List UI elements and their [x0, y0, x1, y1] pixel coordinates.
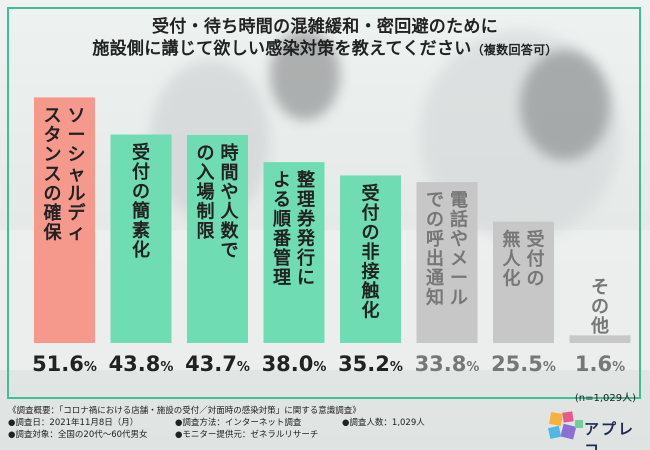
bar [34, 97, 95, 343]
value-label: 38.0% [262, 352, 327, 376]
footer-provider: ●モニター提供元：ゼネラルリサーチ [175, 430, 319, 440]
category-label: 受付の非接触化 [362, 182, 380, 321]
category-label: よる順番管理 [272, 170, 292, 289]
category-label: 時間や人数で [221, 143, 240, 262]
value-label: 43.7% [185, 352, 250, 376]
value-label: 51.6% [32, 352, 97, 376]
bar [263, 162, 325, 343]
footer-method: ●調査方法：インターネット調査 [175, 418, 302, 428]
footer-date: ●調査日：2021年11月8日（月） [8, 418, 139, 428]
category-label: 受付の簡素化 [132, 142, 150, 262]
chart-title-line2: 施設側に講じて欲しい感染対策を教えてください（複数回答可） [0, 34, 650, 59]
category-label: 電話やメール [450, 190, 468, 309]
footer-count: ●調査人数：1,029人 [342, 418, 425, 428]
value-label: 25.5% [491, 352, 556, 376]
bar [187, 134, 248, 343]
apureco-logo: アプレコ [546, 410, 646, 450]
category-label: 無人化 [503, 229, 522, 290]
chart-frame [7, 7, 641, 399]
bar [416, 182, 478, 343]
footer-survey-title: 《調査概要：「コロナ禍における店舗・施設の受付／対面時の感染対策」に関する意識調… [8, 406, 361, 416]
logo-mark-icon [548, 411, 583, 440]
background-blur [270, 30, 340, 120]
value-label: 33.8% [415, 352, 480, 376]
category-label: その他 [590, 277, 609, 337]
chart-title-main: 施設側に講じて欲しい感染対策を教えてください [92, 39, 472, 59]
chart-title-sub: （複数回答可） [471, 43, 558, 57]
category-label: での呼出通知 [426, 190, 444, 309]
survey-footer: 《調査概要：「コロナ禍における店舗・施設の受付／対面時の感染対策」に関する意識調… [8, 405, 548, 441]
chart-title-line1: 受付・待ち時間の混雑緩和・密回避のために [152, 17, 498, 37]
category-label: 整理券発行に [296, 169, 316, 289]
bar [493, 221, 554, 343]
value-label: 43.8% [109, 352, 174, 376]
sample-size-note: (n=1,029人) [574, 393, 636, 404]
value-label: 1.6% [575, 352, 625, 376]
bar [110, 134, 172, 343]
bar [569, 335, 631, 343]
footer-target: ●調査対象：全国の20代～60代男女 [8, 430, 148, 440]
category-label: 受付の [527, 229, 545, 290]
value-label: 35.2% [338, 352, 403, 376]
category-label: スタンスの確保 [43, 105, 63, 243]
background-blur [520, 50, 610, 160]
bar [340, 175, 401, 343]
category-label: の入場制限 [197, 143, 216, 242]
category-label: ソーシャルディ [68, 105, 87, 243]
logo-text: アプレコ [584, 420, 636, 450]
